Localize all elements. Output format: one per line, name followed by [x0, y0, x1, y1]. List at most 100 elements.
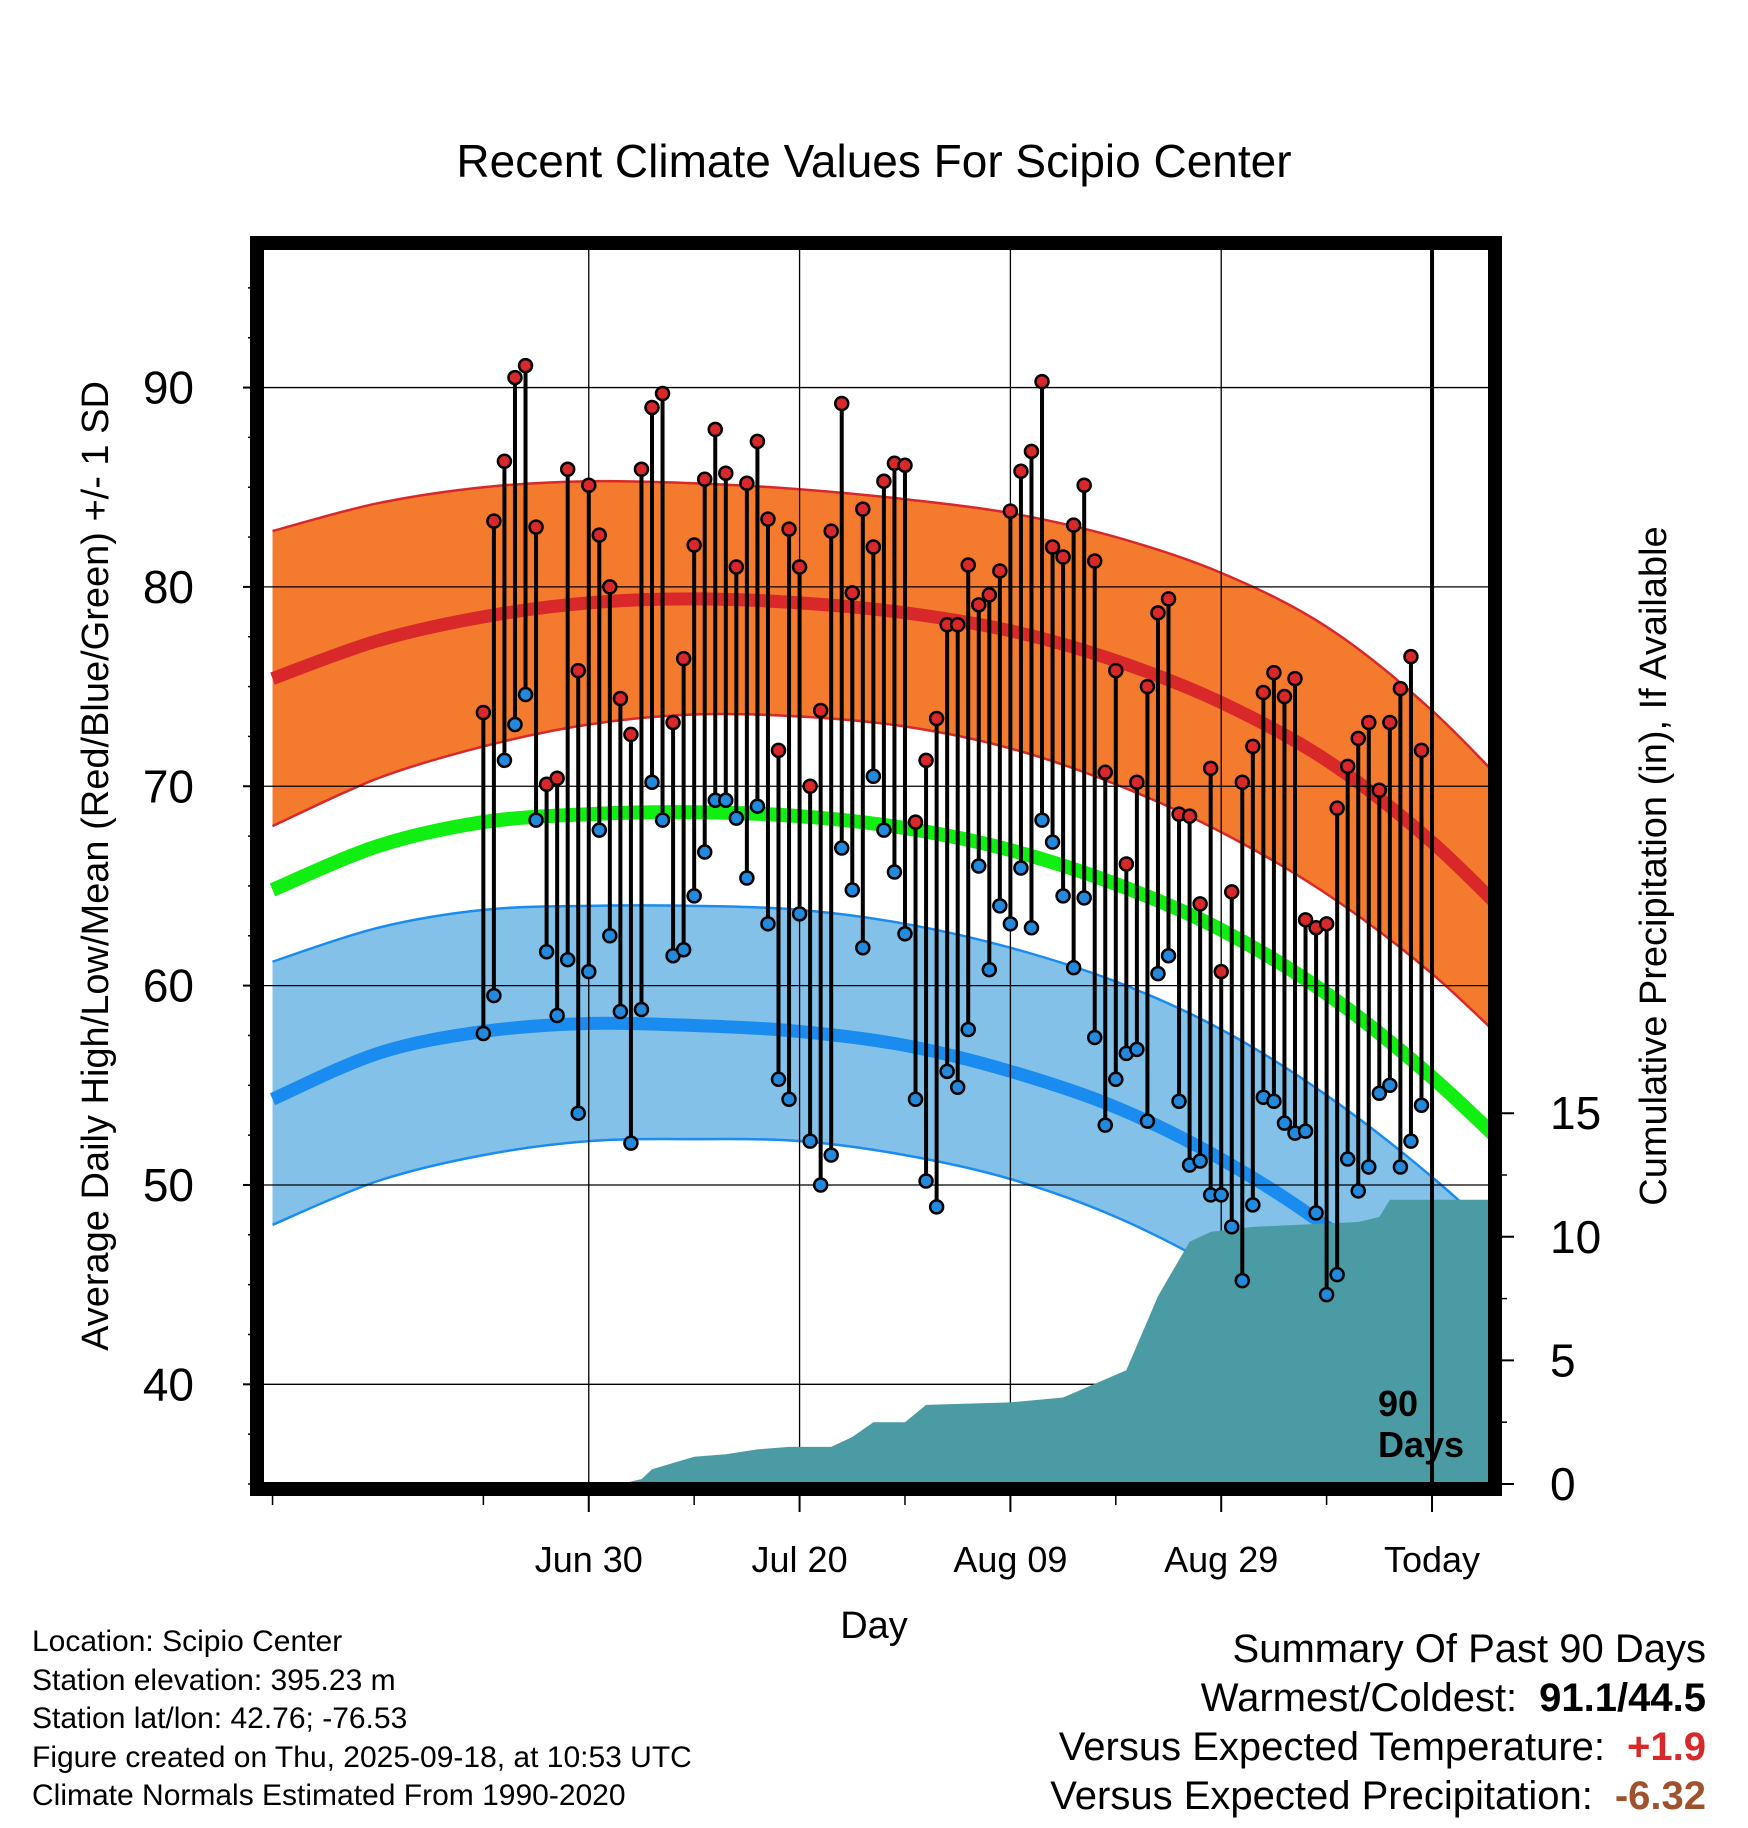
low-point [538, 943, 555, 960]
high-point [1086, 553, 1103, 569]
low-point [855, 939, 871, 956]
expected-temp-value: +1.9 [1627, 1725, 1706, 1769]
high-point [1276, 688, 1293, 705]
low-point [1034, 812, 1050, 828]
low-point [1403, 1133, 1419, 1149]
low-point [591, 822, 608, 838]
low-point [865, 768, 882, 785]
low-point [549, 1007, 565, 1024]
chart-title: Recent Climate Values For Scipio Center [456, 135, 1291, 187]
low-point [1318, 1286, 1335, 1303]
high-point [528, 519, 544, 535]
high-point [475, 704, 492, 721]
low-point [507, 716, 523, 733]
high-point [570, 662, 586, 679]
low-point [886, 864, 903, 880]
high-point [1034, 373, 1050, 390]
summary-title: Summary Of Past 90 Days [1232, 1627, 1706, 1671]
high-point [876, 473, 892, 489]
x-tick-label: Aug 29 [1164, 1539, 1278, 1580]
y2-tick-label: 0 [1550, 1458, 1576, 1510]
low-point [1308, 1205, 1324, 1221]
low-point [1171, 1093, 1187, 1109]
low-point [686, 888, 702, 904]
high-point [781, 521, 797, 537]
low-point [1213, 1187, 1229, 1203]
high-sd-band [272, 481, 1490, 1028]
latlon-text: Station lat/lon: 42.76; -76.53 [32, 1702, 408, 1735]
low-point [802, 1133, 818, 1149]
low-point [633, 1001, 650, 1018]
low-point [1339, 1151, 1356, 1167]
high-point [1318, 916, 1335, 932]
high-point [1139, 678, 1156, 695]
low-point [1245, 1197, 1261, 1213]
low-point [1361, 1159, 1377, 1175]
high-point [1287, 670, 1303, 687]
high-point [1065, 517, 1082, 533]
y2-tick-label: 15 [1550, 1087, 1601, 1139]
high-point [1255, 684, 1272, 701]
low-point [728, 810, 745, 826]
high-point [1202, 760, 1219, 777]
high-point [696, 471, 713, 488]
location-text: Location: Scipio Center [32, 1625, 343, 1658]
precipitation-area [493, 1199, 1490, 1484]
y-tick-label: 90 [143, 362, 194, 414]
high-point [591, 527, 608, 543]
high-point [1382, 714, 1398, 731]
high-point [507, 369, 523, 386]
high-point [802, 778, 818, 795]
high-point [992, 563, 1008, 579]
low-point [1371, 1085, 1388, 1102]
plot-frame [250, 236, 1502, 1496]
low-point [644, 774, 660, 791]
summary-temp-row: Versus Expected Temperature: +1.9 [1050, 1723, 1706, 1772]
low-point [918, 1173, 934, 1189]
high-point [675, 650, 692, 667]
low-point [739, 870, 755, 886]
low-point [654, 812, 671, 828]
y-tick-label: 80 [143, 561, 194, 613]
y2-tick-label: 5 [1550, 1334, 1576, 1386]
x-tick-label: Jun 30 [535, 1539, 643, 1580]
x-axis-label: Day [840, 1605, 908, 1647]
high-point [559, 461, 576, 478]
high-point [981, 587, 998, 603]
high-point [707, 421, 724, 438]
x-tick-label: Today [1384, 1539, 1480, 1580]
low-point [1350, 1183, 1366, 1199]
low-point [1234, 1272, 1251, 1289]
low-point [1297, 1123, 1314, 1139]
expected-precip-label: Versus Expected Precipitation: [1050, 1774, 1593, 1818]
low-point [1002, 916, 1019, 932]
low-point [1160, 947, 1177, 964]
summary-panel: Summary Of Past 90 Days Warmest/Coldest:… [1050, 1625, 1706, 1821]
low-point [1044, 834, 1061, 850]
high-point [486, 513, 502, 529]
period-label-days: Days [1378, 1424, 1464, 1465]
warmest-coldest-value: 91.1/44.5 [1539, 1676, 1706, 1720]
low-point [1023, 920, 1040, 936]
low-point [760, 916, 776, 932]
low-point [528, 812, 544, 828]
low-point [475, 1025, 492, 1042]
low-point [570, 1105, 586, 1121]
high-point [918, 752, 934, 769]
low-point [1129, 1041, 1145, 1058]
warmest-coldest-label: Warmest/Coldest: [1200, 1676, 1518, 1720]
high-point [1371, 782, 1388, 798]
high-point [1392, 680, 1409, 697]
high-point [602, 579, 618, 595]
summary-warmest-coldest-row: Warmest/Coldest: 91.1/44.5 [1050, 1674, 1706, 1723]
high-point [1361, 714, 1377, 731]
low-point [1097, 1117, 1114, 1133]
low-point [612, 1003, 629, 1020]
high-point [1118, 856, 1135, 872]
high-point [1339, 758, 1356, 775]
metadata-panel: Location: Scipio Center Station elevatio… [32, 1623, 692, 1816]
low-point [1055, 888, 1071, 904]
low-point [718, 792, 734, 808]
high-point [654, 385, 671, 402]
